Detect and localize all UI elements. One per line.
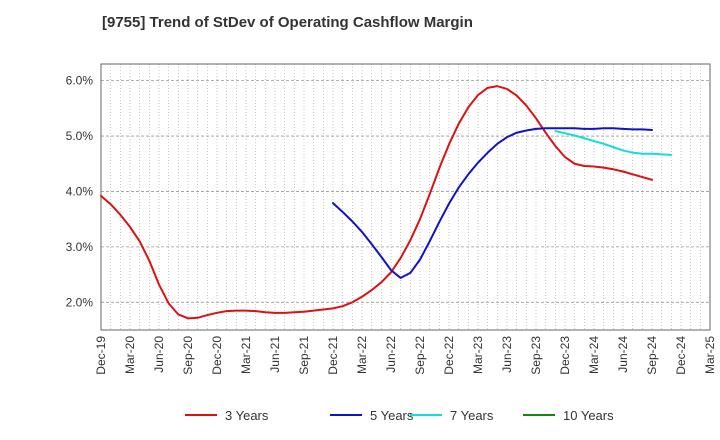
- x-tick-label: Mar-24: [587, 336, 601, 374]
- x-tick-label: Dec-23: [558, 336, 572, 375]
- x-tick-label: Sep-24: [645, 336, 659, 375]
- x-tick-label: Sep-21: [297, 336, 311, 375]
- x-tick-label: Mar-20: [123, 336, 137, 374]
- x-tick-label: Dec-19: [94, 336, 108, 375]
- plot-area: [101, 64, 710, 330]
- x-tick-label: Sep-20: [181, 336, 195, 375]
- x-tick-label: Dec-21: [326, 336, 340, 375]
- y-tick-label: 5.0%: [66, 129, 94, 143]
- x-tick-label: Jun-22: [384, 336, 398, 373]
- y-tick-label: 3.0%: [66, 240, 94, 254]
- series-line-7-years: [554, 130, 673, 156]
- series-line-3-years: [100, 85, 653, 320]
- x-tick-label: Mar-25: [703, 336, 717, 374]
- x-tick-label: Mar-23: [471, 336, 485, 374]
- x-tick-label: Jun-20: [152, 336, 166, 373]
- x-tick-label: Mar-22: [355, 336, 369, 374]
- x-tick-label: Mar-21: [239, 336, 253, 374]
- x-tick-label: Dec-20: [210, 336, 224, 375]
- y-tick-label: 2.0%: [66, 295, 94, 309]
- y-tick-label: 4.0%: [66, 184, 94, 198]
- x-tick-label: Dec-22: [442, 336, 456, 375]
- y-tick-label: 6.0%: [66, 74, 94, 88]
- x-tick-label: Jun-23: [500, 336, 514, 373]
- legend-label-5-years: 5 Years: [370, 408, 414, 423]
- legend-label-3-years: 3 Years: [225, 408, 269, 423]
- legend-label-7-years: 7 Years: [450, 408, 494, 423]
- x-tick-label: Sep-23: [529, 336, 543, 375]
- chart-title: [9755] Trend of StDev of Operating Cashf…: [102, 14, 473, 31]
- x-tick-label: Jun-24: [616, 336, 630, 373]
- x-tick-label: Jun-21: [268, 336, 282, 373]
- legend-label-10-years: 10 Years: [563, 408, 614, 423]
- series-line-5-years: [332, 127, 653, 279]
- x-tick-label: Sep-22: [413, 336, 427, 375]
- x-tick-label: Dec-24: [674, 336, 688, 375]
